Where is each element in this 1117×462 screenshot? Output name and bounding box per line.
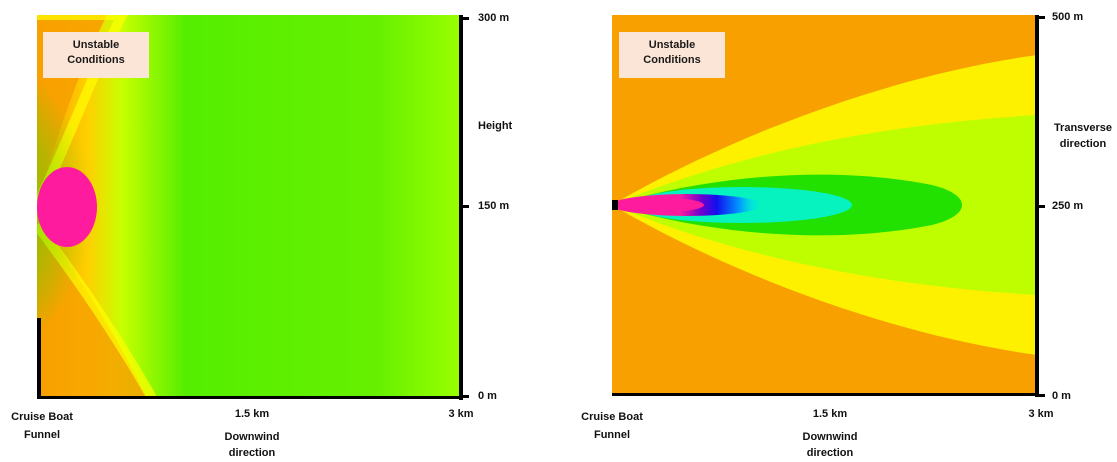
x-axis-title: Downwind direction [217, 429, 287, 461]
y-tick-500 [1037, 16, 1045, 19]
y-tick-label-250: 250 m [1052, 200, 1084, 212]
x-tick-label-mid: 1.5 km [812, 408, 848, 420]
y-tick-250 [1037, 205, 1045, 208]
y-tick-0 [461, 395, 469, 398]
x-axis-line [612, 393, 1037, 396]
x-axis-title: Downwind direction [795, 429, 865, 461]
x-tick-label-end: 3 km [448, 408, 474, 420]
funnel-marker [37, 318, 41, 398]
plume-height-heatmap [37, 15, 461, 398]
y-tick-label-0: 0 m [1052, 390, 1071, 402]
x-axis-title-text: Downwind direction [802, 431, 858, 459]
y-tick-label-300: 300 m [478, 12, 510, 24]
y-tick-label-0: 0 m [478, 390, 497, 402]
x-tick-label-funnel: Cruise Boat Funnel [7, 408, 77, 444]
plume-transverse-map [612, 15, 1037, 395]
height-cross-section-panel: 300 m 150 m 0 m Height Cruise Boat Funne… [7, 12, 513, 461]
x-tick-label-text: Cruise Boat Funnel [11, 411, 73, 441]
x-tick-label-text: Cruise Boat Funnel [581, 411, 643, 441]
transverse-cross-section-panel: 500 m 250 m 0 m Transverse direction Cru… [575, 0, 1117, 462]
plume-transverse-heatmap [612, 15, 1037, 395]
x-tick-label-mid: 1.5 km [234, 408, 270, 420]
condition-label: Unstable Conditions [43, 32, 149, 78]
plume-height-map [37, 15, 461, 398]
condition-label: Unstable Conditions [619, 32, 725, 78]
y-tick-label-150: 150 m [478, 200, 510, 212]
funnel-marker [612, 200, 618, 210]
x-axis-line [37, 396, 461, 399]
x-tick-label-funnel: Cruise Boat Funnel [577, 408, 647, 444]
y-axis-title: Transverse direction [1049, 120, 1117, 152]
x-axis-title-text: Downwind direction [224, 431, 280, 459]
x-tick-label-end: 3 km [1028, 408, 1054, 420]
y-axis-title: Height [478, 120, 513, 132]
y-tick-label-500: 500 m [1052, 11, 1084, 23]
y-tick-300 [461, 17, 469, 20]
y-tick-150 [461, 205, 469, 208]
y-tick-0 [1037, 394, 1045, 397]
y-axis-title-text: Transverse direction [1053, 122, 1113, 150]
